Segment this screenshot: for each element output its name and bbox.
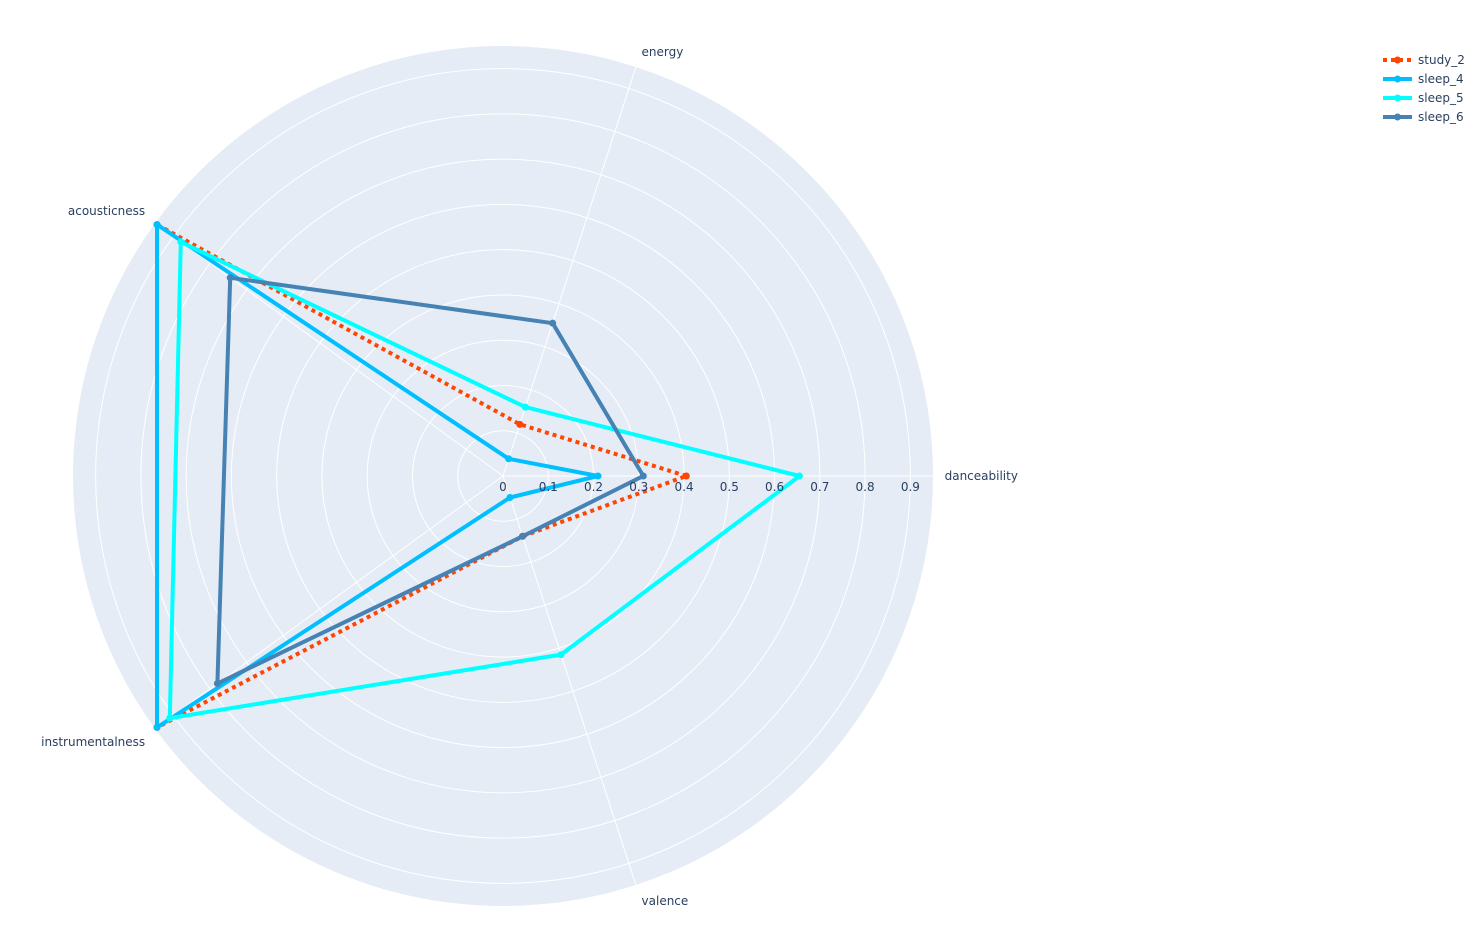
grid-spoke [502,475,637,886]
grid-spoke [154,475,504,730]
radial-tick-label: 0.1 [539,480,558,494]
series-line [215,275,646,686]
legend-item-sleep_4[interactable]: sleep_4 [1383,72,1464,86]
axis-label-acousticness: acousticness [68,204,145,218]
polar-grid [95,66,933,886]
legend-item-sleep_5[interactable]: sleep_5 [1383,91,1464,105]
axis-label-energy: energy [642,45,684,59]
radial-tick-label: 0.6 [765,480,784,494]
series-point[interactable] [521,403,529,411]
series-point[interactable] [226,274,234,282]
series-layer [153,221,803,731]
legend-label: sleep_5 [1418,91,1464,105]
legend-marker [1394,75,1401,83]
axis-label-instrumentalness: instrumentalness [41,735,145,749]
legend-label: sleep_4 [1418,72,1464,86]
radial-tick-label: 0.9 [901,480,920,494]
series-line [155,222,601,730]
angular-axis-labels: danceability energy acousticness instrument… [41,45,1018,908]
legend-marker [1394,56,1401,64]
legend-item-study_2[interactable]: study_2 [1383,53,1465,67]
series-point[interactable] [682,472,690,480]
series-point[interactable] [795,472,803,480]
legend-marker [1394,94,1401,102]
legend-label: sleep_6 [1418,110,1464,124]
radial-tick-label: 0.4 [675,480,694,494]
legend-label: study_2 [1418,53,1465,67]
radial-tick-label: 0.3 [629,480,648,494]
series-line [155,222,689,730]
series-point[interactable] [166,714,174,722]
series-point[interactable] [213,680,221,688]
series-point[interactable] [549,319,557,327]
grid-spoke [154,222,504,477]
series-point[interactable] [594,472,602,480]
legend[interactable]: study_2 sleep_4 sleep_5 sleep_6 [1383,53,1465,124]
radial-tick-label: 0.2 [584,480,603,494]
radial-tick-label: 0.5 [720,480,739,494]
series-sleep_5 [166,238,803,722]
series-point[interactable] [153,221,161,229]
series-point[interactable] [505,455,513,463]
series-line [167,239,802,721]
legend-item-sleep_6[interactable]: sleep_6 [1383,110,1464,124]
series-point[interactable] [639,472,647,480]
series-sleep_6 [213,274,647,688]
axis-label-danceability: danceability [945,469,1018,483]
radial-tick-label: 0.7 [810,480,829,494]
radial-tick-labels: 0 0.1 0.2 0.3 0.4 0.5 0.6 0.7 0.8 0.9 [499,480,920,494]
series-point[interactable] [177,238,185,246]
series-point[interactable] [516,420,524,428]
radial-tick-label: 0.8 [856,480,875,494]
radial-tick-label: 0 [499,480,507,494]
series-point[interactable] [557,651,565,659]
series-sleep_4 [153,221,602,731]
axis-label-valence: valence [642,894,689,908]
series-point[interactable] [519,532,527,540]
series-point[interactable] [153,723,161,731]
series-point[interactable] [506,494,514,502]
legend-marker [1394,113,1401,121]
